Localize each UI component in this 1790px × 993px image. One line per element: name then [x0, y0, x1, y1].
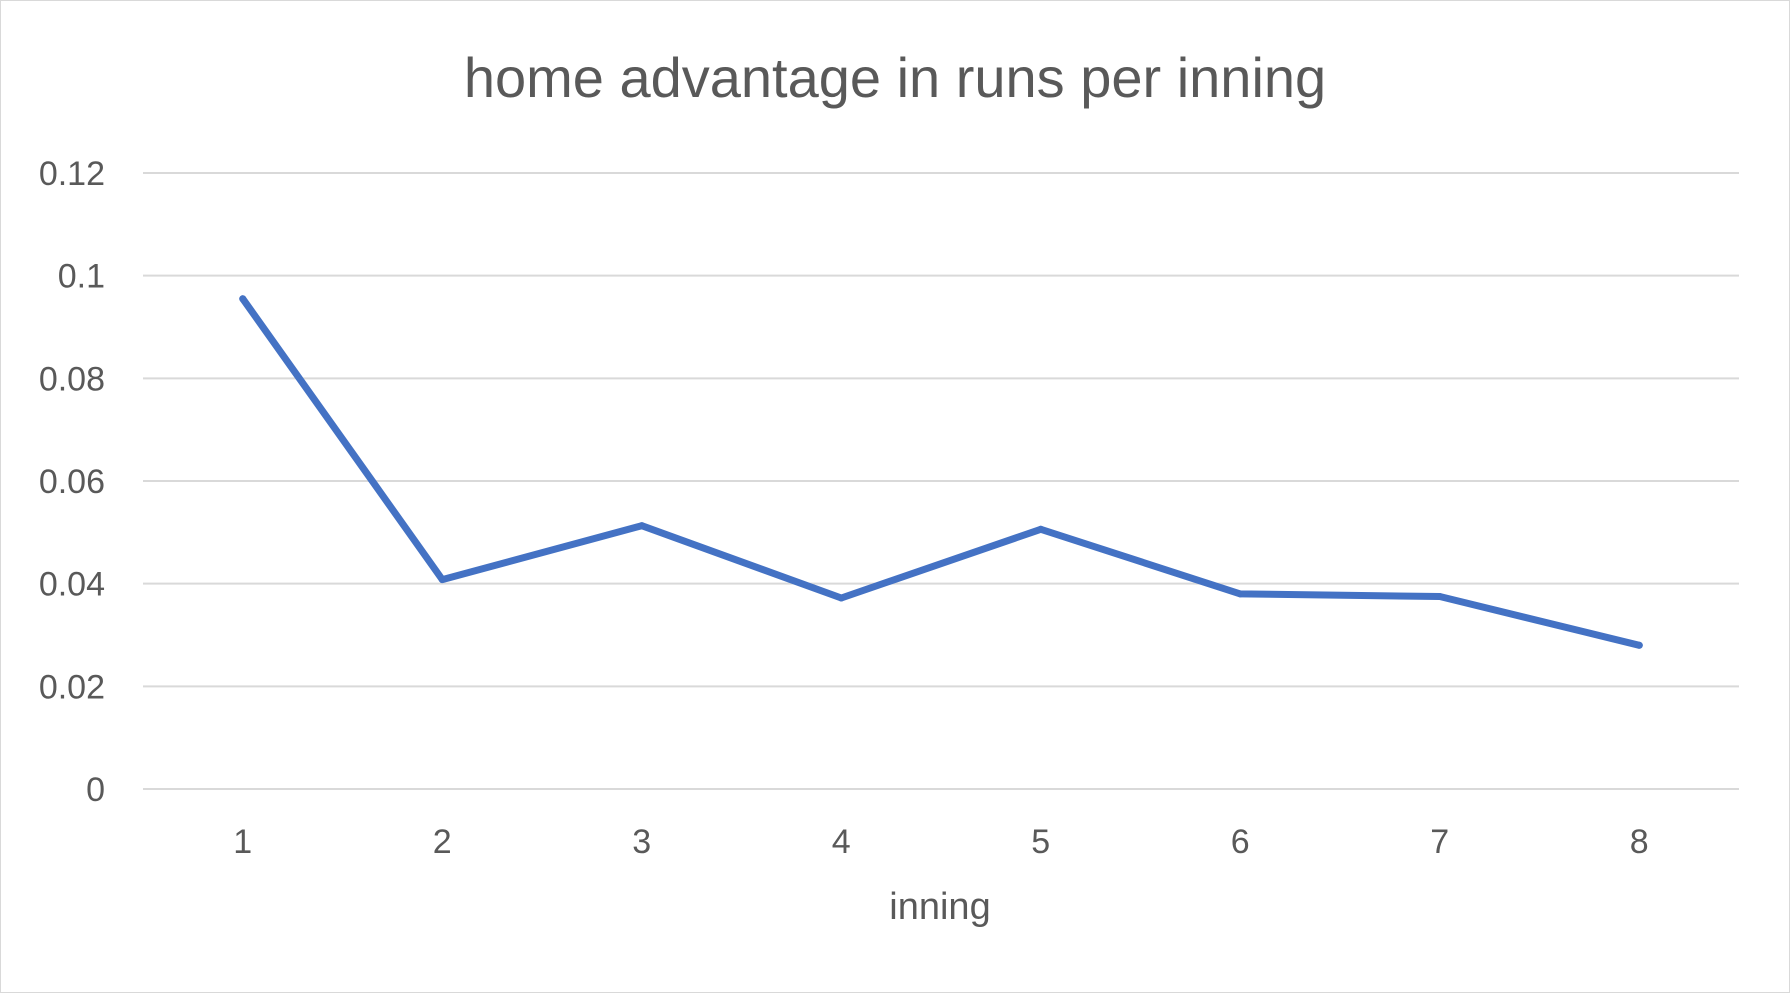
- data-point: [638, 522, 646, 530]
- x-tick-label: 1: [233, 823, 252, 861]
- x-tick-label: 7: [1430, 823, 1449, 861]
- chart-title: home advantage in runs per inning: [464, 46, 1326, 109]
- data-point: [1037, 525, 1045, 533]
- data-point: [1635, 641, 1643, 649]
- data-point: [239, 295, 247, 303]
- data-point: [1436, 593, 1444, 600]
- y-tick-label: 0.08: [39, 360, 105, 398]
- x-tick-label: 5: [1031, 823, 1050, 861]
- x-axis-ticks: 1 2 3 4 5 6 7 8: [233, 823, 1648, 861]
- y-axis-ticks: 0 0.02 0.04 0.06 0.08 0.1 0.12: [39, 155, 105, 809]
- data-point: [1236, 590, 1244, 598]
- x-tick-label: 6: [1231, 823, 1250, 861]
- x-axis-title: inning: [889, 886, 990, 928]
- data-point: [837, 594, 845, 602]
- y-tick-label: 0.04: [39, 566, 105, 604]
- series-layer: [239, 295, 1643, 649]
- x-tick-label: 8: [1630, 823, 1649, 861]
- data-point: [438, 576, 446, 584]
- y-tick-label: 0.02: [39, 668, 105, 706]
- y-tick-label: 0.1: [58, 258, 105, 296]
- x-tick-label: 4: [832, 823, 851, 861]
- y-tick-label: 0.12: [39, 155, 105, 193]
- gridlines: [143, 172, 1739, 790]
- series-line: [239, 295, 1643, 649]
- x-tick-label: 3: [632, 823, 651, 861]
- x-tick-label: 2: [433, 823, 452, 861]
- y-tick-label: 0.06: [39, 463, 105, 501]
- y-tick-label: 0: [86, 771, 105, 809]
